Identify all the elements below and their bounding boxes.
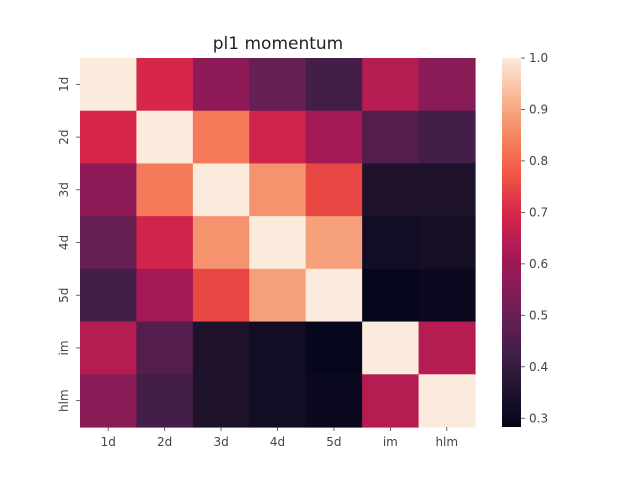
heatmap-cell bbox=[305, 58, 363, 112]
colorbar-tick-label: 0.6 bbox=[529, 257, 548, 271]
heatmap-cell bbox=[136, 321, 194, 375]
heatmap-cell bbox=[362, 110, 420, 165]
heatmap-cell bbox=[192, 268, 250, 323]
heatmap-cell bbox=[362, 321, 420, 375]
heatmap-cell bbox=[249, 374, 307, 428]
x-tick-label: 2d bbox=[157, 435, 172, 449]
heatmap-cell bbox=[418, 374, 476, 428]
colorbar-axis: 1.0 0.9 0.8 0.7 0.6 0.5 0.4 0.3 bbox=[521, 51, 548, 425]
heatmap-cell bbox=[362, 58, 420, 112]
heatmap-cell bbox=[362, 374, 420, 428]
heatmap-cell bbox=[192, 321, 250, 375]
x-tick-label: 5d bbox=[326, 435, 341, 449]
heatmap-cell bbox=[80, 58, 138, 112]
heatmap-cell bbox=[80, 110, 138, 165]
y-tick-label: im bbox=[57, 340, 71, 355]
heatmap-cell bbox=[136, 58, 194, 112]
heatmap-cell bbox=[249, 163, 307, 217]
heatmap-cell bbox=[192, 374, 250, 428]
heatmap-cell bbox=[305, 216, 363, 270]
heatmap-cell bbox=[80, 163, 138, 217]
colorbar-tick-label: 1.0 bbox=[529, 51, 548, 65]
colorbar-tick-label: 0.4 bbox=[529, 360, 548, 374]
heatmap-cell bbox=[80, 321, 138, 375]
colorbar-tick-label: 0.3 bbox=[529, 411, 548, 425]
heatmap-cell bbox=[362, 216, 420, 270]
heatmap-cell bbox=[418, 216, 476, 270]
colorbar bbox=[502, 58, 521, 427]
x-tick-label: 3d bbox=[213, 435, 228, 449]
heatmap-cell bbox=[418, 110, 476, 165]
heatmap-cell bbox=[418, 163, 476, 217]
chart-title: pl1 momentum bbox=[213, 34, 344, 54]
colorbar-tick-label: 0.7 bbox=[529, 205, 548, 219]
heatmap-cell bbox=[80, 268, 138, 323]
y-tick-label: 3d bbox=[57, 182, 71, 197]
x-axis: 1d 2d 3d 4d 5d im hlm bbox=[101, 427, 458, 449]
heatmap-cell bbox=[192, 110, 250, 165]
y-tick-label: hlm bbox=[57, 389, 71, 412]
x-tick-label: 4d bbox=[270, 435, 285, 449]
x-tick-label: 1d bbox=[101, 435, 116, 449]
colorbar-tick-label: 0.9 bbox=[529, 102, 548, 116]
heatmap-cell bbox=[136, 216, 194, 270]
heatmap-cell bbox=[362, 268, 420, 323]
heatmap-cell bbox=[249, 268, 307, 323]
colorbar-tick-label: 0.8 bbox=[529, 154, 548, 168]
y-tick-label: 5d bbox=[57, 288, 71, 303]
heatmap-cell bbox=[418, 321, 476, 375]
heatmap-cells bbox=[80, 58, 476, 428]
heatmap-cell bbox=[418, 58, 476, 112]
y-tick-label: 2d bbox=[57, 129, 71, 144]
y-tick-label: 1d bbox=[57, 77, 71, 92]
x-tick-label: im bbox=[383, 435, 398, 449]
heatmap-cell bbox=[80, 216, 138, 270]
heatmap-cell bbox=[305, 268, 363, 323]
heatmap-cell bbox=[418, 268, 476, 323]
y-axis: 1d 2d 3d 4d 5d im hlm bbox=[57, 77, 80, 412]
y-tick-label: 4d bbox=[57, 235, 71, 250]
heatmap-cell bbox=[136, 268, 194, 323]
x-tick-label: hlm bbox=[435, 435, 458, 449]
heatmap-cell bbox=[192, 216, 250, 270]
heatmap-cell bbox=[249, 216, 307, 270]
heatmap-cell bbox=[249, 321, 307, 375]
heatmap-cell bbox=[362, 163, 420, 217]
colorbar-tick-label: 0.5 bbox=[529, 308, 548, 322]
heatmap-cell bbox=[249, 58, 307, 112]
heatmap-cell bbox=[249, 110, 307, 165]
heatmap-cell bbox=[305, 374, 363, 428]
heatmap-cell bbox=[136, 374, 194, 428]
heatmap-cell bbox=[192, 58, 250, 112]
heatmap-cell bbox=[136, 163, 194, 217]
heatmap-cell bbox=[305, 163, 363, 217]
heatmap-cell bbox=[192, 163, 250, 217]
heatmap-cell bbox=[305, 321, 363, 375]
heatmap-cell bbox=[136, 110, 194, 165]
heatmap-cell bbox=[80, 374, 138, 428]
heatmap-cell bbox=[305, 110, 363, 165]
